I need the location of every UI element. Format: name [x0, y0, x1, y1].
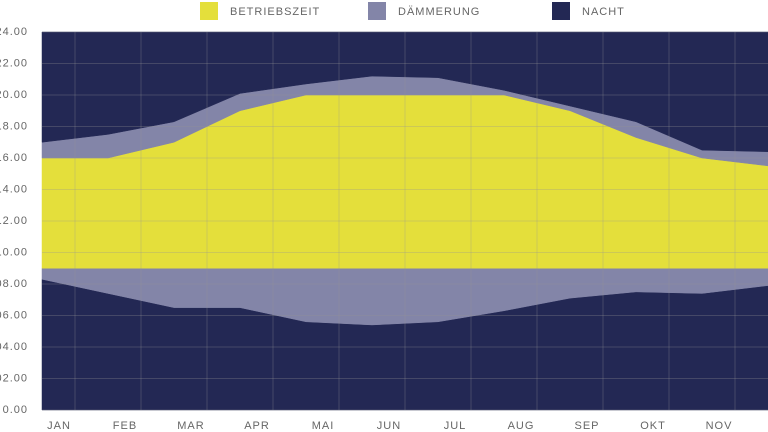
y-tick-label: 20.00 — [0, 89, 28, 101]
y-tick-label: 0.00 — [3, 404, 28, 416]
x-tick-label: SEP — [574, 420, 599, 432]
y-tick-label: 04.00 — [0, 341, 28, 353]
y-tick-label: 06.00 — [0, 309, 28, 321]
x-tick-label: OKT — [640, 420, 666, 432]
y-tick-label: 02.00 — [0, 372, 28, 384]
x-tick-label: JUL — [444, 420, 467, 432]
legend-label: BETRIEBSZEIT — [230, 6, 320, 18]
x-tick-label: MAR — [177, 420, 204, 432]
x-tick-label: AUG — [508, 420, 535, 432]
y-tick-label: 16.00 — [0, 152, 28, 164]
x-tick-label: JAN — [47, 420, 71, 432]
x-tick-label: APR — [244, 420, 270, 432]
y-tick-label: 14.00 — [0, 183, 28, 195]
y-tick-label: 18.00 — [0, 120, 28, 132]
x-tick-label: NOV — [706, 420, 733, 432]
y-tick-label: 22.00 — [0, 57, 28, 69]
x-tick-label: MAI — [312, 420, 335, 432]
legend-label: NACHT — [582, 6, 625, 18]
legend-swatch — [200, 2, 218, 20]
legend-label: DÄMMERUNG — [398, 6, 480, 18]
legend-swatch — [368, 2, 386, 20]
x-tick-label: FEB — [113, 420, 137, 432]
y-tick-label: 24.00 — [0, 26, 28, 38]
y-tick-label: 12.00 — [0, 215, 28, 227]
x-tick-label: JUN — [377, 420, 401, 432]
area — [41, 31, 768, 152]
y-tick-label: 08.00 — [0, 278, 28, 290]
y-tick-label: 10.00 — [0, 246, 28, 258]
legend-swatch — [552, 2, 570, 20]
